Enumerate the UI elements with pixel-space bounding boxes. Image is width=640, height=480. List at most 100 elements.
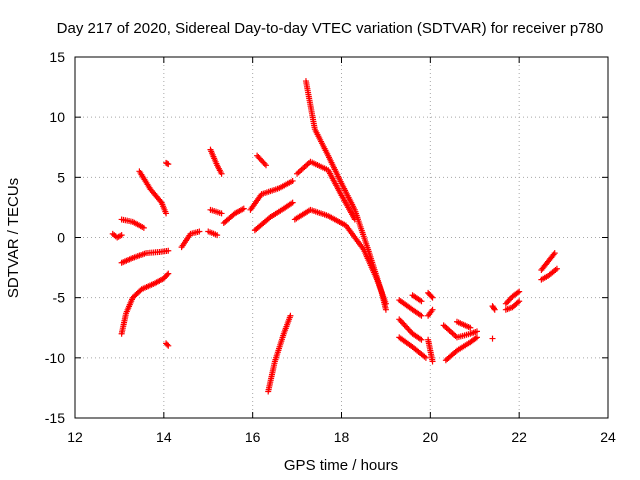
y-axis-label: SDTVAR / TECUs — [5, 178, 22, 298]
data-point — [218, 210, 225, 217]
points-layer — [109, 78, 560, 395]
chart-title: Day 217 of 2020, Sidereal Day-to-day VTE… — [57, 20, 604, 37]
data-point — [553, 265, 560, 272]
data-point — [287, 312, 294, 319]
series-arc-ag — [502, 298, 523, 313]
data-point — [551, 250, 558, 257]
data-point — [514, 299, 521, 306]
data-point — [429, 294, 436, 301]
y-tick-label: -10 — [45, 350, 65, 366]
data-point — [164, 160, 171, 167]
series-arc-ad — [489, 303, 498, 313]
data-point — [514, 289, 521, 296]
series-arc-v — [396, 334, 429, 361]
series-arc-j — [207, 146, 225, 177]
series-arc-ac — [453, 318, 474, 331]
series-arc-n — [247, 177, 296, 213]
data-point — [382, 300, 389, 307]
y-tick-label: 15 — [49, 49, 65, 65]
series-arc-a — [109, 230, 125, 241]
x-tick-label: 14 — [156, 429, 172, 445]
data-point — [289, 177, 296, 184]
data-point — [473, 334, 480, 341]
x-tick-label: 24 — [600, 429, 616, 445]
data-point — [429, 358, 436, 365]
x-tick-label: 16 — [245, 429, 261, 445]
data-point — [164, 341, 171, 348]
data-point — [489, 335, 496, 342]
data-point — [516, 288, 523, 295]
data-point — [261, 160, 268, 167]
series-arc-aa — [440, 322, 480, 341]
data-point — [418, 312, 425, 319]
series-arc-ai — [538, 265, 560, 283]
data-point — [491, 306, 498, 313]
series-arc-g — [163, 340, 172, 349]
series-arc-ah — [538, 250, 558, 273]
grid-layer — [75, 57, 608, 418]
x-tick-label: 22 — [511, 429, 527, 445]
data-point — [165, 247, 172, 254]
series-arc-e — [118, 270, 172, 337]
series-arc-q — [302, 78, 389, 313]
data-point — [452, 348, 459, 355]
data-point — [240, 205, 247, 212]
data-point — [422, 354, 429, 361]
series-arc-y — [425, 306, 436, 319]
series-arc-r — [294, 158, 358, 223]
x-tick-label: 20 — [423, 429, 439, 445]
data-point — [516, 298, 523, 305]
data-point — [165, 161, 172, 168]
x-tick-label: 12 — [67, 429, 83, 445]
data-point — [351, 216, 358, 223]
plot-frame — [74, 56, 609, 419]
data-point — [196, 228, 203, 235]
series-arc-c — [136, 168, 170, 217]
data-point — [382, 306, 389, 313]
x-axis-label: GPS time / hours — [284, 457, 398, 474]
data-point — [473, 328, 480, 335]
y-tick-label: 0 — [57, 230, 65, 246]
x-tick-label: 18 — [334, 429, 350, 445]
series-arc-l — [220, 205, 247, 227]
data-point — [289, 199, 296, 206]
series-arc-ab — [442, 334, 480, 364]
series-arc-ae — [489, 335, 496, 342]
data-point — [429, 306, 436, 313]
data-point — [262, 162, 269, 169]
series-arc-f — [163, 159, 172, 168]
data-point — [165, 342, 172, 349]
y-tick-label: 10 — [49, 109, 65, 125]
series-arc-b — [118, 216, 147, 231]
data-point — [218, 170, 225, 177]
data-point — [418, 298, 425, 305]
data-point — [214, 232, 221, 239]
series-arc-h — [178, 228, 203, 251]
data-point — [428, 293, 435, 300]
series-arc-p — [265, 312, 294, 395]
data-point — [165, 270, 172, 277]
data-point — [490, 305, 497, 312]
series-arc-w — [409, 292, 425, 305]
data-point — [118, 232, 125, 239]
data-point — [467, 324, 474, 331]
y-tick-label: -15 — [45, 410, 65, 426]
data-point — [472, 335, 479, 342]
series-arc-z — [425, 336, 436, 365]
data-point — [140, 224, 147, 231]
ticks-layer: 12 14 16 18 20 22 24 15 10 5 0 -5 -10 -15 — [45, 49, 616, 445]
series-arc-af — [502, 288, 523, 307]
series-arc-i — [205, 228, 221, 239]
data-point — [164, 271, 171, 278]
data-point — [418, 336, 425, 343]
series-arc-k — [207, 206, 225, 217]
series-arc-m — [254, 152, 269, 169]
series-arc-d — [118, 247, 172, 266]
series-arc-o — [251, 199, 296, 234]
data-point — [163, 210, 170, 217]
y-tick-label: 5 — [57, 169, 65, 185]
series-arc-u — [396, 316, 425, 343]
y-tick-label: -5 — [53, 290, 66, 306]
series-arc-x — [425, 289, 436, 301]
